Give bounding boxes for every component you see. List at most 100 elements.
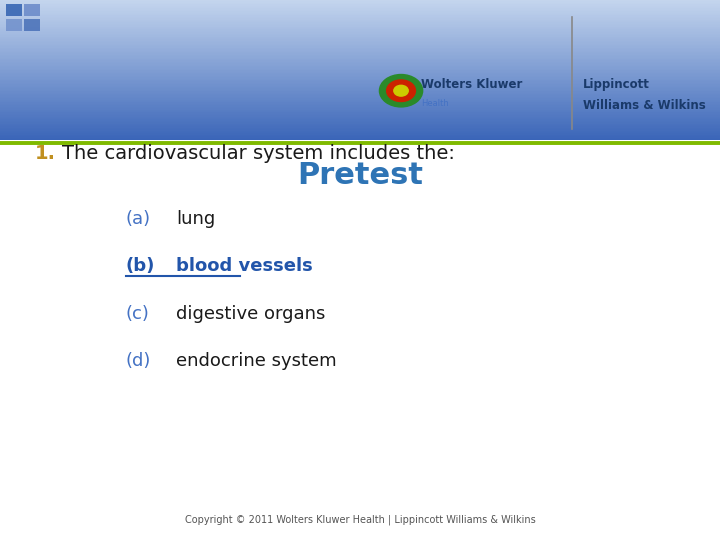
Bar <box>0 136 720 138</box>
Bar <box>0 3 720 4</box>
Bar <box>0 53 720 55</box>
Bar <box>0 60 720 62</box>
Bar <box>0 129 720 131</box>
Bar <box>0 45 720 46</box>
Bar <box>0 55 720 56</box>
Bar <box>0 97 720 98</box>
Bar <box>0 133 720 135</box>
Bar <box>0 112 720 114</box>
Bar <box>0 65 720 66</box>
Bar <box>0 139 720 140</box>
Bar <box>0 79 720 80</box>
Bar <box>0 24 720 25</box>
Text: Pretest: Pretest <box>297 161 423 190</box>
Bar <box>0 19 720 21</box>
Bar <box>0 118 720 119</box>
Bar <box>6 4 22 16</box>
Bar <box>0 31 720 32</box>
Bar <box>0 98 720 100</box>
Text: Lippincott: Lippincott <box>583 78 650 91</box>
Bar <box>0 18 720 19</box>
Bar <box>0 56 720 58</box>
Bar <box>0 86 720 87</box>
Bar <box>0 76 720 77</box>
Bar <box>0 138 720 139</box>
Bar <box>6 19 22 31</box>
Bar <box>0 87 720 89</box>
Bar <box>0 66 720 68</box>
Bar <box>0 89 720 90</box>
Bar <box>0 107 720 108</box>
Bar <box>0 30 720 31</box>
Bar <box>0 37 720 38</box>
Bar <box>0 39 720 40</box>
Bar <box>0 104 720 105</box>
Text: Health: Health <box>421 99 449 108</box>
Bar <box>24 19 40 31</box>
Bar <box>0 131 720 132</box>
Circle shape <box>387 80 415 102</box>
Bar <box>0 48 720 49</box>
Bar <box>0 93 720 94</box>
Bar <box>0 119 720 121</box>
Bar <box>0 91 720 93</box>
Bar <box>0 117 720 118</box>
Bar <box>0 105 720 107</box>
Bar <box>0 80 720 82</box>
Bar <box>0 52 720 53</box>
Bar <box>0 75 720 76</box>
Text: The cardiovascular system includes the:: The cardiovascular system includes the: <box>62 144 455 164</box>
Text: Williams & Wilkins: Williams & Wilkins <box>583 99 706 112</box>
Bar <box>0 25 720 26</box>
Bar <box>0 110 720 111</box>
Bar <box>0 83 720 84</box>
Bar <box>0 128 720 129</box>
Text: (c): (c) <box>126 305 150 323</box>
Bar <box>0 23 720 24</box>
Bar <box>0 51 720 52</box>
Bar <box>0 122 720 124</box>
Bar <box>0 100 720 101</box>
Bar <box>0 4 720 5</box>
Bar <box>0 46 720 48</box>
Text: endocrine system: endocrine system <box>176 352 337 370</box>
Bar <box>0 35 720 37</box>
Bar <box>0 44 720 45</box>
Bar <box>0 14 720 16</box>
Bar <box>0 21 720 23</box>
Bar <box>0 12 720 14</box>
Bar <box>0 114 720 115</box>
Bar <box>0 103 720 104</box>
Bar <box>0 135 720 136</box>
Bar <box>0 7 720 9</box>
Bar <box>0 0 720 2</box>
Bar <box>0 121 720 122</box>
Circle shape <box>379 75 423 107</box>
Bar <box>0 26 720 28</box>
Text: lung: lung <box>176 210 216 228</box>
Text: blood vessels: blood vessels <box>176 257 313 275</box>
Bar <box>0 33 720 35</box>
Bar <box>0 132 720 133</box>
Bar <box>0 5 720 7</box>
Bar <box>0 40 720 42</box>
Bar <box>0 58 720 59</box>
Bar <box>0 82 720 83</box>
Bar <box>0 49 720 51</box>
Bar <box>0 63 720 65</box>
Bar <box>0 10 720 11</box>
Bar <box>0 108 720 110</box>
Bar <box>0 62 720 63</box>
Bar <box>0 124 720 125</box>
Text: Copyright © 2011 Wolters Kluwer Health | Lippincott Williams & Wilkins: Copyright © 2011 Wolters Kluwer Health |… <box>184 514 536 525</box>
Bar <box>0 42 720 44</box>
Text: Wolters Kluwer: Wolters Kluwer <box>421 78 523 91</box>
Bar <box>0 101 720 103</box>
Bar <box>0 73 720 75</box>
Bar <box>0 94 720 96</box>
Bar <box>0 9 720 10</box>
Bar <box>0 17 720 18</box>
Bar <box>0 28 720 30</box>
Bar <box>0 59 720 60</box>
Text: (a): (a) <box>126 210 151 228</box>
